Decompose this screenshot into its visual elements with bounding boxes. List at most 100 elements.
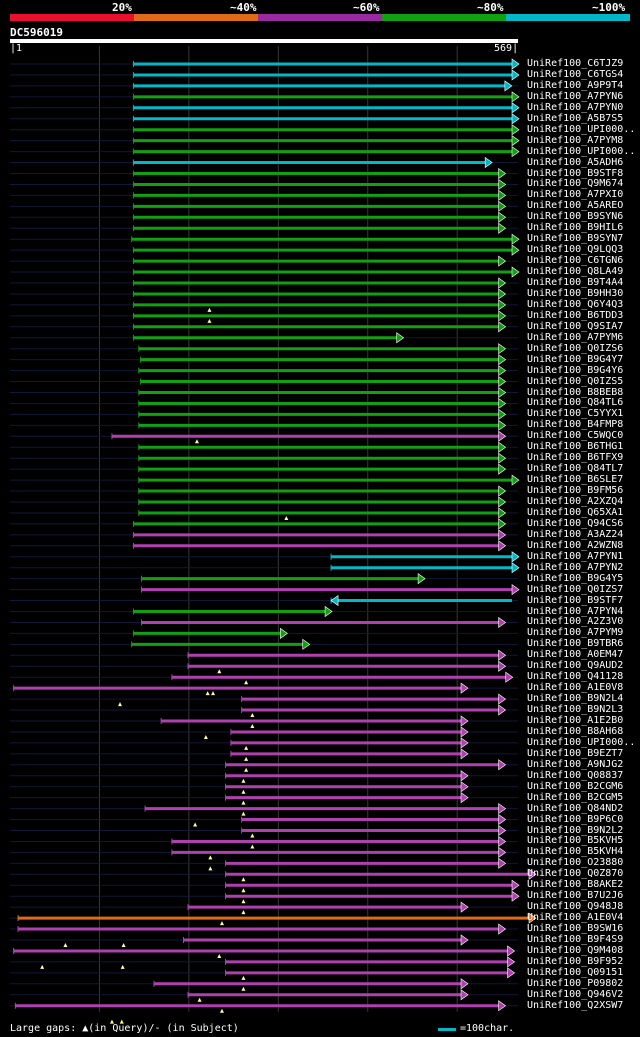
hit-label[interactable]: UniRef100_A7PYM6 <box>527 331 624 343</box>
hit-label[interactable]: UniRef100_A0EM47 <box>527 649 624 661</box>
hit-arrowhead <box>498 857 507 869</box>
hit-label[interactable]: UniRef100_Q9AUD2 <box>527 660 624 672</box>
hit-label[interactable]: UniRef100_B9F952 <box>527 955 624 967</box>
hit-label[interactable]: UniRef100_C5WQC0 <box>527 430 624 442</box>
hit-label[interactable]: UniRef100_B9STF8 <box>527 167 624 179</box>
hit-label[interactable]: UniRef100_B2CGM6 <box>527 780 624 792</box>
hit-label[interactable]: UniRef100_UPI000.. <box>527 736 636 748</box>
hit-label[interactable]: UniRef100_O23880 <box>527 857 624 869</box>
hit-label[interactable]: UniRef100_B9T4A4 <box>527 277 624 288</box>
hit-arrowhead <box>460 934 469 946</box>
hit-label[interactable]: UniRef100_A5AREO <box>527 200 624 212</box>
hit-arrowhead <box>507 967 516 979</box>
hit-label[interactable]: UniRef100_B6THG1 <box>527 441 624 453</box>
hit-label[interactable]: UniRef100_B6SLE7 <box>527 474 624 486</box>
hit-arrowhead <box>484 156 493 169</box>
hit-label[interactable]: UniRef100_UPI000.. <box>527 123 636 135</box>
hit-label[interactable]: UniRef100_B9TBR6 <box>527 638 624 650</box>
hit-label[interactable]: UniRef100_B9EZT7 <box>527 747 624 759</box>
hit-label[interactable]: UniRef100_C6TGN6 <box>527 255 624 267</box>
hit-label[interactable]: UniRef100_Q65XA1 <box>527 506 624 518</box>
hit-label[interactable]: UniRef100_B9P6C0 <box>527 813 624 825</box>
hit-label[interactable]: UniRef100_Q9M674 <box>527 178 624 190</box>
hit-label[interactable]: UniRef100_C5YYX1 <box>527 408 624 420</box>
hit-label[interactable]: UniRef100_Q84ND2 <box>527 802 624 814</box>
hit-label[interactable]: UniRef100_B9HIL6 <box>527 222 624 234</box>
hit-label[interactable]: UniRef100_B6TDD3 <box>527 309 624 321</box>
hit-label[interactable]: UniRef100_A1E0V8 <box>527 682 624 694</box>
hit-label[interactable]: UniRef100_A7PXI0 <box>527 189 624 201</box>
hit-label[interactable]: UniRef100_B9FM56 <box>527 485 624 497</box>
hit-label[interactable]: UniRef100_B9SYN6 <box>527 211 624 223</box>
hit-label[interactable]: UniRef100_B9G4Y5 <box>527 572 624 584</box>
hit-label[interactable]: UniRef100_Q84TL6 <box>527 397 624 409</box>
hit-label[interactable]: UniRef100_B9N2L3 <box>527 704 624 716</box>
legend-label-100: ~100% <box>592 1 626 14</box>
hit-label[interactable]: UniRef100_A1E2B0 <box>527 715 624 726</box>
hit-arrowhead <box>460 737 469 749</box>
hit-label[interactable]: UniRef100_B9N2L4 <box>527 693 624 705</box>
hit-label[interactable]: UniRef100_A5B7S5 <box>527 112 624 124</box>
hit-label[interactable]: UniRef100_Q41128 <box>527 671 624 683</box>
hit-label[interactable]: UniRef100_UPI000.. <box>527 145 636 157</box>
hit-label[interactable]: UniRef100_A9P9T4 <box>527 79 624 91</box>
hit-label[interactable]: UniRef100_Q946V2 <box>527 988 624 1000</box>
hit-label[interactable]: UniRef100_A5ADH6 <box>527 156 624 168</box>
hit-label[interactable]: UniRef100_C6TGS4 <box>527 68 624 80</box>
hit-label[interactable]: UniRef100_B9G4Y6 <box>527 364 624 376</box>
hit-label[interactable]: UniRef100_B8BEB8 <box>527 386 624 398</box>
hit-label[interactable]: UniRef100_C6TJZ9 <box>527 58 624 69</box>
hit-label[interactable]: UniRef100_B5KVH5 <box>527 835 624 847</box>
hit-label[interactable]: UniRef100_Q2XSW7 <box>527 999 624 1011</box>
hit-label[interactable]: UniRef100_A1E0V4 <box>527 912 624 924</box>
hit-label[interactable]: UniRef100_B8AKE2 <box>527 879 624 891</box>
hit-label[interactable]: UniRef100_B2CGM5 <box>527 791 624 803</box>
hit-label[interactable]: UniRef100_A7PYN0 <box>527 101 624 113</box>
hit-label[interactable]: UniRef100_Q0IZS5 <box>527 375 624 387</box>
hit-label[interactable]: UniRef100_Q9M408 <box>527 944 624 956</box>
hit-label[interactable]: UniRef100_A7PYN1 <box>527 550 624 562</box>
hit-label[interactable]: UniRef100_B9STF7 <box>527 594 624 606</box>
hit-label[interactable]: UniRef100_Q0Z870 <box>527 868 624 880</box>
hit-label[interactable]: UniRef100_Q09151 <box>527 966 624 978</box>
hit-label[interactable]: UniRef100_A7PYN4 <box>527 605 624 617</box>
hit-arrowhead <box>504 80 513 92</box>
hit-label[interactable]: UniRef100_Q0IZS6 <box>527 342 624 354</box>
hit-arrowhead <box>498 485 507 497</box>
hit-arrowhead <box>511 584 520 596</box>
hit-label[interactable]: UniRef100_B9F4S9 <box>527 934 624 945</box>
hit-label[interactable]: UniRef100_A2XZQ4 <box>527 496 624 507</box>
gap-marker <box>241 778 246 783</box>
hit-label[interactable]: UniRef100_B9SYN7 <box>527 233 624 245</box>
hit-label[interactable]: UniRef100_A3AZ24 <box>527 528 624 540</box>
hit-label[interactable]: UniRef100_B9SW16 <box>527 923 624 935</box>
hit-label[interactable]: UniRef100_B9HH30 <box>527 287 624 299</box>
hit-label[interactable]: UniRef100_B4FMP8 <box>527 419 624 431</box>
hit-label[interactable]: UniRef100_B8AH68 <box>527 725 624 737</box>
hit-label[interactable]: UniRef100_Q9SIA7 <box>527 320 624 332</box>
hit-label[interactable]: UniRef100_B9N2L2 <box>527 824 624 836</box>
hit-label[interactable]: UniRef100_P09802 <box>527 977 624 989</box>
hit-arrowhead <box>498 343 507 355</box>
hit-label[interactable]: UniRef100_Q9LQQ3 <box>527 244 624 256</box>
hit-label[interactable]: UniRef100_A7PYN2 <box>527 561 624 573</box>
hit-label[interactable]: UniRef100_Q08837 <box>527 769 624 781</box>
hit-label[interactable]: UniRef100_B5KVH4 <box>527 846 624 858</box>
hit-label[interactable]: UniRef100_A7PYN6 <box>527 90 624 102</box>
hit-label[interactable]: UniRef100_A7PYM9 <box>527 627 624 639</box>
hit-label[interactable]: UniRef100_A9NJG2 <box>527 758 624 770</box>
hit-label[interactable]: UniRef100_Q948J8 <box>527 901 624 913</box>
hit-label[interactable]: UniRef100_Q0IZS7 <box>527 583 624 595</box>
hit-label[interactable]: UniRef100_Q8LA49 <box>527 266 624 278</box>
hit-label[interactable]: UniRef100_Q6Y4Q3 <box>527 298 624 310</box>
hit-label[interactable]: UniRef100_A2Z3V0 <box>527 616 624 628</box>
hit-label[interactable]: UniRef100_B9G4Y7 <box>527 353 624 365</box>
hit-label[interactable]: UniRef100_B7U2J6 <box>527 890 624 902</box>
hit-label[interactable]: UniRef100_Q84TL7 <box>527 463 624 475</box>
hit-label[interactable]: UniRef100_Q94CS6 <box>527 517 624 529</box>
hit-label[interactable]: UniRef100_B6TFX9 <box>527 452 624 464</box>
hit-arrowhead <box>460 901 469 913</box>
hit-label[interactable]: UniRef100_A2WZN8 <box>527 539 624 551</box>
hit-arrowhead <box>507 945 516 957</box>
hit-label[interactable]: UniRef100_A7PYM8 <box>527 134 624 146</box>
